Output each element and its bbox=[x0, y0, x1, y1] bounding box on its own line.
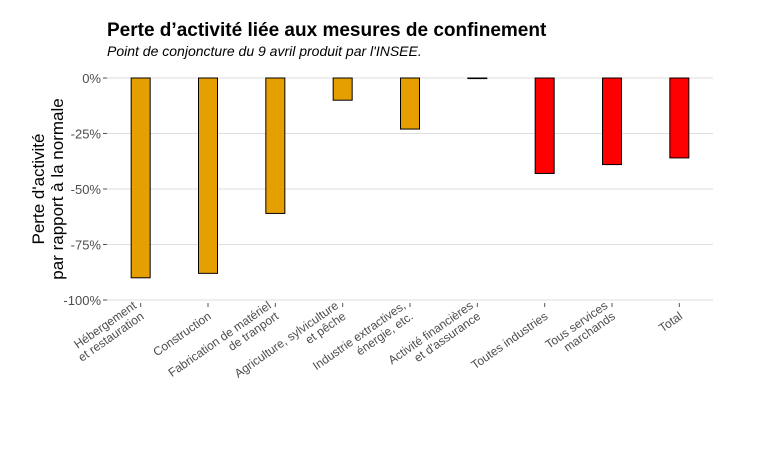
bar bbox=[534, 77, 555, 174]
x-tick-label: Tous servicesmarchands bbox=[543, 298, 618, 362]
y-axis-ticks: 0% -25% -50% -75% -100% bbox=[63, 71, 107, 308]
bar bbox=[198, 77, 218, 274]
bar bbox=[602, 77, 622, 166]
y-tick-label: 0% bbox=[82, 71, 101, 86]
bar bbox=[332, 77, 353, 101]
y-axis-label: Perte d'activitépar rapport à la normale bbox=[29, 98, 67, 279]
y-tick-label: -50% bbox=[71, 182, 102, 197]
y-tick-label: -75% bbox=[71, 238, 102, 253]
bar bbox=[467, 77, 488, 80]
bars bbox=[130, 77, 690, 279]
bar bbox=[130, 77, 151, 279]
x-tick-label: Fabrication de matérielde tranport bbox=[166, 298, 282, 391]
chart-title: Perte d’activité liée aux mesures de con… bbox=[107, 20, 547, 41]
y-tick-label: -100% bbox=[63, 293, 101, 308]
bar bbox=[265, 77, 286, 214]
y-tick-label: -25% bbox=[71, 127, 102, 142]
chart-subtitle: Point de conjoncture du 9 avril produit … bbox=[107, 43, 422, 59]
bar bbox=[669, 77, 690, 159]
x-tick-label: Total bbox=[656, 309, 685, 335]
x-axis-ticks: Hébergementet restauration ConstructionFa… bbox=[71, 298, 685, 391]
bar bbox=[400, 77, 420, 130]
